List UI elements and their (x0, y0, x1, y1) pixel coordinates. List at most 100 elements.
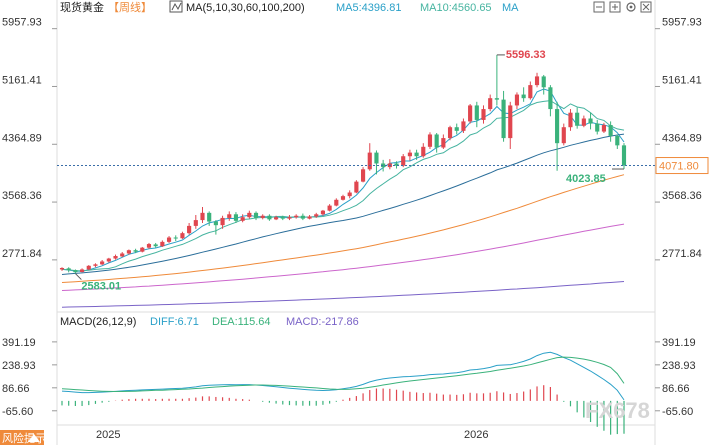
candle-down (173, 237, 178, 239)
annotation-pointer (75, 273, 82, 280)
candle-up (401, 156, 406, 166)
candle-up (227, 214, 232, 218)
plus-box-icon[interactable] (609, 1, 621, 13)
risk-warning-text: 风险提示 (2, 431, 46, 445)
candle-up (421, 146, 426, 157)
macd-value-readout: MACD:-217.86 (286, 316, 359, 328)
macd-y-tick-label-left: -65.60 (2, 406, 33, 418)
candle-up (581, 118, 586, 126)
candle-down (207, 212, 212, 222)
period-tag[interactable]: 【周线】 (108, 0, 152, 14)
ma-line-ma30 (61, 133, 625, 275)
candle-up (354, 181, 359, 193)
candle-up (468, 105, 473, 122)
macd-diff-line (61, 351, 625, 401)
ma-line-ma100 (61, 223, 625, 291)
annotation-high-label: 5596.33 (506, 49, 546, 61)
candle-up (488, 98, 493, 110)
candle-down (595, 123, 600, 132)
macd-y-tick-label-right: -65.60 (662, 406, 693, 418)
candle-up (320, 210, 326, 215)
candle-up (534, 76, 540, 86)
candle-up (441, 138, 446, 148)
annotation-low-label: 2583.01 (81, 281, 121, 293)
candle-up (86, 265, 91, 270)
close-box-icon[interactable] (640, 1, 652, 13)
candle-down (153, 244, 158, 247)
candle-up (347, 192, 352, 197)
candle-up (334, 199, 339, 206)
candle-down (434, 134, 439, 148)
macd-y-tick-label-left: 238.93 (2, 360, 36, 372)
y-tick-label-right: 5161.41 (662, 74, 702, 86)
ma-line-ma5 (61, 88, 625, 272)
candle-up (481, 109, 486, 120)
candle-up (93, 264, 98, 266)
candle-down (233, 214, 239, 221)
candle-down (381, 163, 386, 168)
candle-up (140, 247, 145, 252)
risk-warning-badge[interactable]: 风险提示 (0, 430, 46, 445)
candle-down (213, 221, 218, 226)
candlesticks (59, 54, 627, 274)
candle-up (260, 215, 265, 218)
y-tick-label-right: 3568.36 (662, 190, 702, 202)
candle-down (588, 118, 593, 124)
y-tick-label-right: 2771.84 (662, 248, 702, 260)
candle-up (193, 220, 198, 226)
candle-up (561, 127, 566, 144)
candle-down (621, 145, 627, 166)
candle-down (267, 215, 272, 220)
candle-down (474, 105, 479, 120)
candle-up (307, 216, 312, 219)
ma-params-label: MA(5,10,30,60,100,200) (186, 2, 305, 14)
candle-up (327, 205, 332, 211)
settings-icon[interactable] (626, 2, 636, 12)
candle-up (220, 217, 225, 226)
candle-up (247, 212, 252, 218)
ma-more-readout: MA (502, 2, 519, 14)
candle-up (160, 241, 165, 247)
candle-down (521, 94, 526, 99)
ma10-readout: MA10:4560.65 (420, 2, 492, 14)
macd-histogram (61, 385, 625, 435)
candle-down (394, 163, 399, 166)
macd-y-axis: 391.19 391.19 238.93 238.93 86.66 86.66 -65.60… (2, 337, 696, 418)
macd-y-tick-label-left: 391.19 (2, 337, 36, 349)
moving-average-lines (61, 88, 625, 308)
last-price-label: 4071.80 (659, 161, 699, 173)
fx678-watermark: FX678 (585, 398, 650, 423)
macd-y-tick-label-right: 86.66 (662, 383, 690, 395)
candle-up (240, 217, 245, 221)
candle-down (501, 99, 506, 139)
candle-up (59, 267, 65, 270)
ma-icon[interactable] (169, 0, 183, 13)
candle-down (575, 112, 580, 126)
candle-up (166, 237, 172, 242)
y-tick-label-left: 3568.36 (2, 190, 42, 202)
candle-up (120, 253, 125, 257)
ma5-readout: MA5:4396.81 (336, 2, 401, 14)
candle-up (180, 233, 185, 239)
y-tick-label-left: 2771.84 (2, 248, 42, 260)
candle-up (187, 225, 192, 234)
candle-down (454, 127, 459, 131)
y-tick-label-left: 5957.93 (2, 17, 42, 29)
candle-up (360, 169, 366, 182)
macd-y-tick-label-left: 86.66 (2, 383, 30, 395)
macd-dea-readout: DEA:115.64 (212, 316, 271, 328)
y-tick-label-right: 5957.93 (662, 17, 702, 29)
last-price-box (655, 157, 709, 175)
macd-y-tick-label-right: 238.93 (662, 360, 696, 372)
last-price-marker: 4071.80 (57, 157, 709, 175)
candle-up (340, 196, 346, 200)
candle-up (274, 217, 279, 220)
candle-down (66, 268, 71, 271)
minus-box-icon[interactable] (593, 1, 605, 13)
instrument-name: 现货黄金 (60, 0, 104, 14)
candle-down (374, 152, 379, 164)
candle-up (314, 214, 319, 217)
candle-up (601, 125, 607, 132)
y-tick-label-right: 4364.89 (662, 132, 702, 144)
